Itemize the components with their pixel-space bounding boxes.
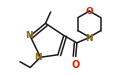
Text: O: O (85, 7, 93, 16)
Text: N: N (85, 34, 93, 43)
Text: N: N (25, 31, 33, 40)
Text: N: N (35, 53, 42, 62)
Text: O: O (72, 60, 80, 70)
